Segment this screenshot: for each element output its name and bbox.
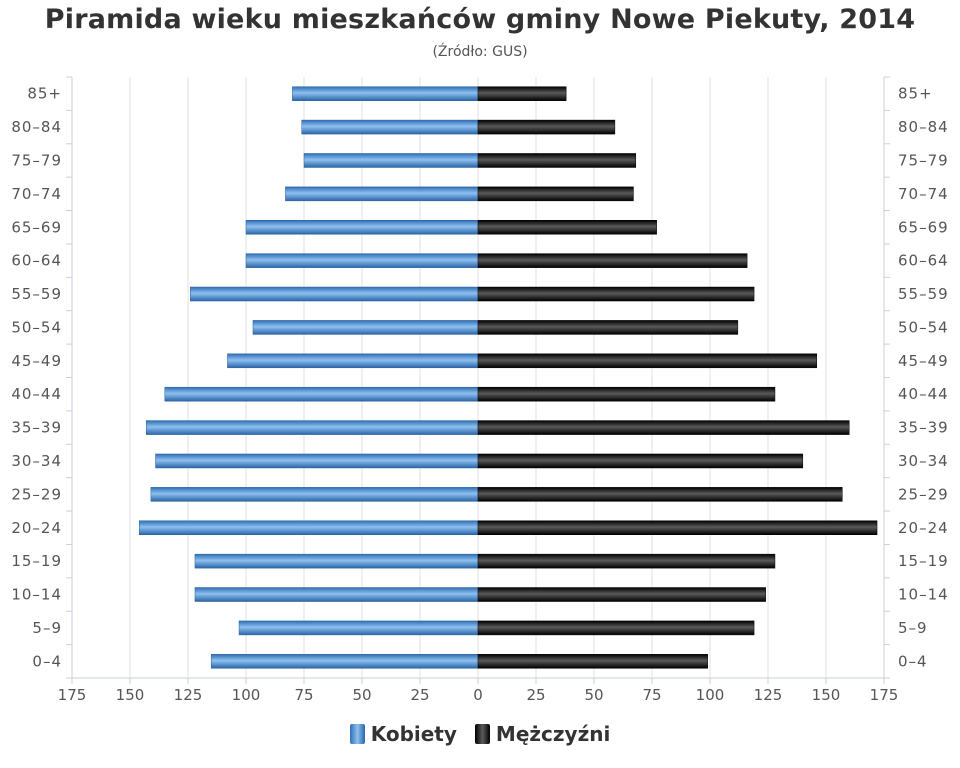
y-category-label-left: 5–9 — [32, 619, 62, 637]
legend-swatch-kobiety — [349, 724, 365, 744]
y-category-label-right: 60–64 — [898, 252, 949, 270]
y-category-label-right: 0–4 — [898, 652, 928, 670]
y-category-label-left: 10–14 — [11, 586, 62, 604]
y-category-label-right: 20–24 — [898, 519, 949, 537]
bar-mezczyzni-13[interactable] — [477, 220, 657, 235]
bar-kobiety-9[interactable] — [227, 353, 479, 369]
bar-mezczyzni-9[interactable] — [477, 353, 817, 369]
y-category-label-left: 20–24 — [11, 519, 62, 537]
x-tick-label: 150 — [812, 686, 841, 704]
bar-kobiety-7[interactable] — [145, 420, 479, 435]
bar-kobiety-14[interactable] — [285, 186, 479, 202]
bar-mezczyzni-14[interactable] — [477, 186, 634, 202]
bar-mezczyzni-11[interactable] — [477, 286, 755, 302]
y-category-label-left: 60–64 — [11, 252, 62, 270]
legend-swatch-mezczyzni — [474, 724, 490, 744]
bar-mezczyzni-0[interactable] — [477, 654, 708, 669]
x-tick-label: 100 — [696, 686, 725, 704]
y-category-label-right: 35–39 — [898, 419, 949, 437]
bar-kobiety-1[interactable] — [238, 620, 479, 636]
x-tick-label: 25 — [526, 686, 545, 704]
x-tick-label: 125 — [754, 686, 783, 704]
x-tick-label: 50 — [352, 686, 371, 704]
chart-legend: Kobiety Mężczyźni — [0, 722, 960, 746]
bar-kobiety-3[interactable] — [194, 553, 479, 569]
y-category-label-right: 40–44 — [898, 385, 949, 403]
x-tick-label: 75 — [642, 686, 661, 704]
bar-kobiety-8[interactable] — [164, 386, 479, 402]
bar-mezczyzni-1[interactable] — [477, 620, 755, 636]
x-tick-label: 75 — [294, 686, 313, 704]
y-category-label-right: 25–29 — [898, 485, 949, 503]
y-category-label-left: 25–29 — [11, 485, 62, 503]
x-tick-label: 175 — [870, 686, 899, 704]
y-category-label-right: 85+ — [898, 85, 933, 103]
y-category-label-left: 0–4 — [32, 652, 62, 670]
bar-kobiety-17[interactable] — [292, 86, 479, 101]
y-category-label-right: 30–34 — [898, 452, 949, 470]
y-category-label-left: 70–74 — [11, 185, 62, 203]
legend-item-kobiety[interactable]: Kobiety — [349, 722, 457, 746]
y-category-label-right: 55–59 — [898, 285, 949, 303]
legend-item-mezczyzni[interactable]: Mężczyźni — [474, 722, 611, 746]
bar-kobiety-13[interactable] — [245, 220, 479, 235]
legend-label-kobiety: Kobiety — [370, 722, 457, 746]
x-tick-label: 125 — [174, 686, 203, 704]
y-category-label-right: 50–54 — [898, 318, 949, 336]
bar-kobiety-5[interactable] — [150, 487, 479, 502]
bar-kobiety-11[interactable] — [190, 286, 479, 302]
chart-title: Piramida wieku mieszkańców gminy Nowe Pi… — [44, 4, 916, 35]
x-tick-label: 150 — [116, 686, 145, 704]
bar-mezczyzni-15[interactable] — [477, 153, 637, 168]
x-tick-label: 0 — [473, 686, 483, 704]
y-category-label-left: 15–19 — [11, 552, 62, 570]
y-category-label-right: 10–14 — [898, 586, 949, 604]
y-category-label-right: 5–9 — [898, 619, 928, 637]
x-tick-label: 50 — [584, 686, 603, 704]
y-category-label-left: 45–49 — [11, 352, 62, 370]
bar-mezczyzni-5[interactable] — [477, 487, 843, 502]
y-category-label-left: 35–39 — [11, 419, 62, 437]
x-tick-label: 100 — [232, 686, 261, 704]
y-category-label-right: 15–19 — [898, 552, 949, 570]
bar-kobiety-16[interactable] — [301, 119, 479, 135]
y-category-label-left: 30–34 — [11, 452, 62, 470]
bar-kobiety-4[interactable] — [139, 520, 479, 535]
bar-kobiety-6[interactable] — [155, 453, 479, 469]
y-category-label-left: 85+ — [27, 85, 62, 103]
legend-label-mezczyzni: Mężczyźni — [495, 722, 611, 746]
y-category-label-left: 55–59 — [11, 285, 62, 303]
y-category-label-left: 40–44 — [11, 385, 62, 403]
bar-mezczyzni-16[interactable] — [477, 119, 616, 135]
bar-kobiety-10[interactable] — [252, 320, 479, 335]
y-category-label-right: 45–49 — [898, 352, 949, 370]
y-category-label-right: 70–74 — [898, 185, 949, 203]
bar-mezczyzni-4[interactable] — [477, 520, 878, 535]
y-category-label-left: 80–84 — [11, 118, 62, 136]
x-tick-label: 175 — [58, 686, 87, 704]
y-category-label-right: 65–69 — [898, 218, 949, 236]
bar-mezczyzni-10[interactable] — [477, 320, 739, 335]
bar-mezczyzni-2[interactable] — [477, 587, 766, 602]
x-tick-label: 25 — [410, 686, 429, 704]
bar-kobiety-0[interactable] — [210, 654, 479, 669]
chart-subtitle: (Źródło: GUS) — [432, 44, 528, 60]
bar-mezczyzni-7[interactable] — [477, 420, 850, 435]
bar-mezczyzni-3[interactable] — [477, 553, 776, 569]
bar-mezczyzni-8[interactable] — [477, 386, 776, 402]
y-category-label-left: 50–54 — [11, 318, 62, 336]
bar-kobiety-2[interactable] — [194, 587, 479, 602]
y-category-label-left: 65–69 — [11, 218, 62, 236]
bar-kobiety-12[interactable] — [245, 253, 479, 268]
bar-mezczyzni-17[interactable] — [477, 86, 567, 101]
y-category-label-right: 80–84 — [898, 118, 949, 136]
bar-mezczyzni-6[interactable] — [477, 453, 804, 469]
y-category-label-right: 75–79 — [898, 151, 949, 169]
bar-mezczyzni-12[interactable] — [477, 253, 748, 268]
y-category-label-left: 75–79 — [11, 151, 62, 169]
bar-kobiety-15[interactable] — [303, 153, 479, 168]
